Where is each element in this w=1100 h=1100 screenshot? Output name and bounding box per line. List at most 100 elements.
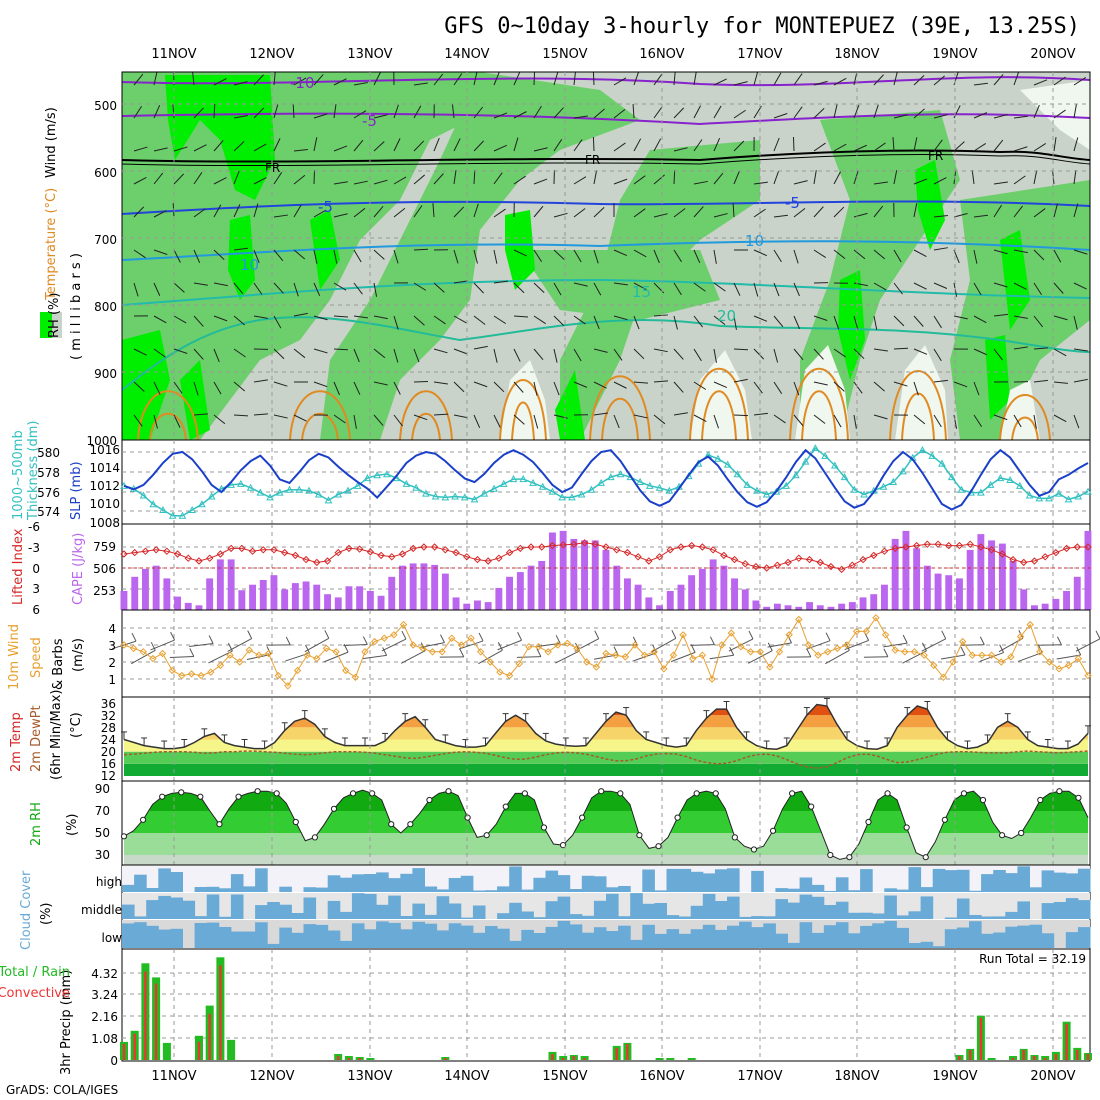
barb xyxy=(993,181,1008,185)
barb xyxy=(313,209,327,218)
barb xyxy=(173,381,183,394)
barb xyxy=(613,282,628,286)
cloud-block xyxy=(351,874,365,892)
cloud-block xyxy=(351,893,365,919)
wind10-barb-flag xyxy=(979,636,985,645)
warm-loop xyxy=(689,367,749,440)
barb xyxy=(273,172,283,185)
precip-total-bar xyxy=(987,1058,996,1060)
barb xyxy=(733,414,749,417)
cloud-block xyxy=(618,925,631,948)
barb xyxy=(593,381,607,389)
thickness-point xyxy=(996,474,1005,482)
millibars-label: ( m i l l i b a r s ) xyxy=(69,253,84,360)
cape-bar xyxy=(624,578,631,610)
rh2m-label: 2m RH xyxy=(29,802,44,846)
barb xyxy=(553,139,563,152)
wind-point xyxy=(592,663,601,671)
thickness-point xyxy=(860,490,868,498)
rh-point xyxy=(330,805,338,812)
cloud-block xyxy=(1017,925,1030,948)
barb xyxy=(993,249,1008,255)
cape-bar xyxy=(634,584,642,610)
barb xyxy=(293,148,308,152)
barb xyxy=(973,214,988,218)
cloud-block xyxy=(666,929,680,948)
rh-legend-light xyxy=(52,312,62,338)
cape-label: CAPE (J/kg) xyxy=(71,533,86,605)
chart-title: GFS 0~10day 3-hourly for MONTEPUEZ (39E,… xyxy=(444,14,1080,39)
cloud-block xyxy=(303,887,317,892)
wind-point xyxy=(621,653,629,661)
barb xyxy=(613,142,626,152)
barb xyxy=(173,173,185,185)
svg-text:2.16: 2.16 xyxy=(91,1010,118,1024)
cloud-unit-label: (%) xyxy=(39,903,54,926)
date-bottom-1: 12NOV xyxy=(249,1069,294,1084)
warm-loop-inner xyxy=(411,412,441,440)
barb xyxy=(393,315,399,330)
cloud-block xyxy=(279,904,292,919)
barb xyxy=(1053,137,1057,152)
wind10-barb-flag xyxy=(999,644,1005,653)
li-point xyxy=(538,543,546,551)
wind-point xyxy=(332,648,340,656)
precip-conv-bar xyxy=(1011,1058,1015,1060)
cape-bar xyxy=(506,576,513,610)
wind-point xyxy=(737,642,745,651)
li-point xyxy=(463,553,471,561)
wind10-barb-flag xyxy=(517,632,523,641)
barb xyxy=(1013,315,1028,319)
barb xyxy=(233,204,241,218)
barb xyxy=(413,105,422,119)
wind-point xyxy=(1084,671,1092,680)
wind-point xyxy=(1026,620,1034,629)
barb xyxy=(573,282,588,287)
cloud-block xyxy=(533,917,546,919)
cloud-block xyxy=(981,874,994,892)
barb xyxy=(553,249,565,260)
wind-point xyxy=(178,671,186,680)
cloud-block xyxy=(823,925,837,948)
thickness-point xyxy=(275,488,284,496)
cloud-block xyxy=(666,868,680,892)
thickness-point xyxy=(753,486,761,494)
svg-text:2: 2 xyxy=(108,656,116,670)
wind10-barb xyxy=(632,652,657,662)
barb xyxy=(653,249,660,264)
barb xyxy=(413,174,425,185)
li-point xyxy=(891,544,899,553)
cloud-block xyxy=(944,929,958,948)
li-point xyxy=(398,550,407,558)
barb xyxy=(633,315,640,330)
wind10-barb xyxy=(400,650,426,664)
barb xyxy=(913,108,925,119)
wind-point xyxy=(554,641,562,649)
barb xyxy=(873,104,879,119)
barb xyxy=(713,282,726,292)
cloud-block xyxy=(678,868,692,892)
barb xyxy=(773,315,784,328)
barb xyxy=(473,106,484,119)
lifted-index-markers xyxy=(120,539,1092,574)
barb xyxy=(933,114,948,119)
precip-conv-bar xyxy=(1033,1056,1036,1060)
li-point xyxy=(580,539,589,547)
cape-bar xyxy=(142,568,149,610)
barb xyxy=(893,282,903,295)
barb xyxy=(873,348,888,352)
wind10-barb xyxy=(825,649,850,665)
barb xyxy=(953,249,960,264)
barb xyxy=(493,172,503,185)
barb xyxy=(413,282,427,291)
cloud-block xyxy=(981,916,994,919)
barb xyxy=(433,73,444,86)
precip-conv-bar xyxy=(1022,1049,1025,1060)
cloud-block xyxy=(606,931,619,948)
wind-point xyxy=(428,648,437,656)
wind-point xyxy=(380,634,388,642)
barb xyxy=(993,282,1008,288)
barb xyxy=(793,207,806,218)
barb xyxy=(513,348,521,362)
barb xyxy=(533,282,545,293)
